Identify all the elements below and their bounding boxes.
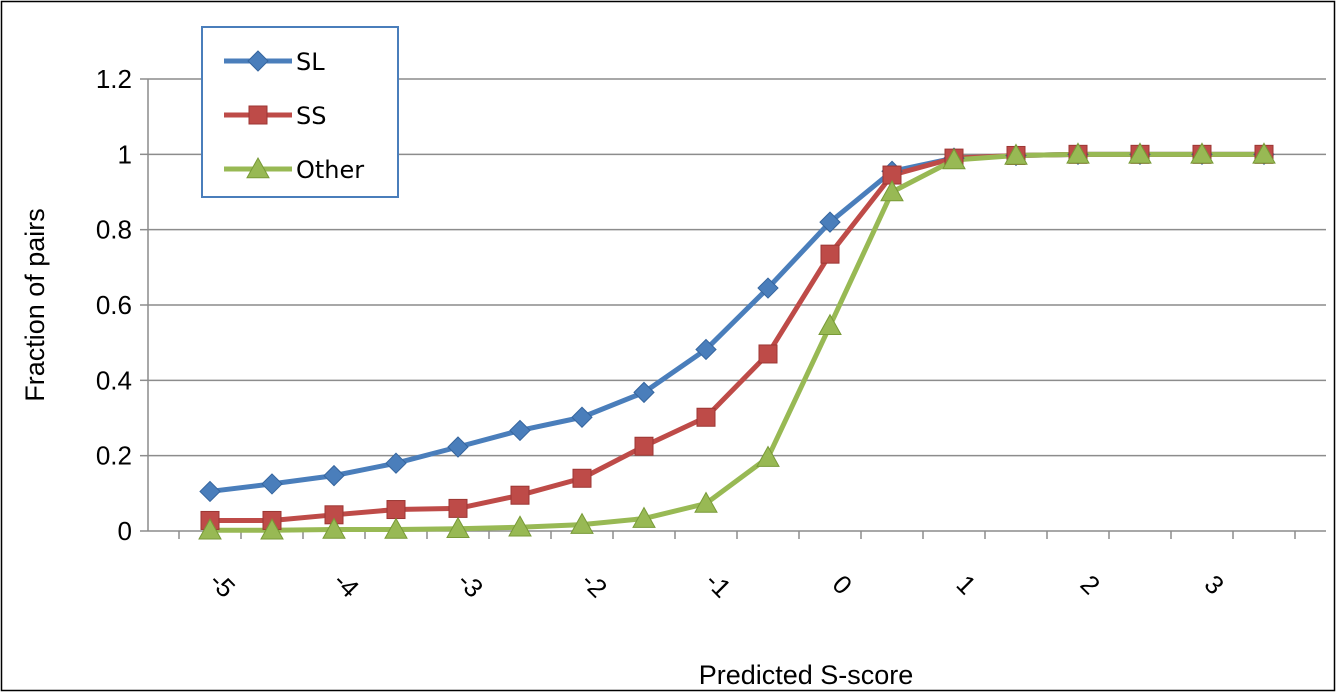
data-point-square xyxy=(510,485,530,505)
legend-label: SL xyxy=(296,48,325,76)
data-point-triangle xyxy=(322,517,346,539)
data-point-diamond xyxy=(633,381,655,404)
data-point-triangle xyxy=(1128,142,1152,164)
legend-label: Other xyxy=(296,156,364,184)
data-point-diamond xyxy=(757,277,779,299)
data-point-triangle xyxy=(570,512,594,534)
data-point-square xyxy=(448,498,468,518)
data-point-diamond xyxy=(819,211,841,233)
data-point-triangle xyxy=(880,179,904,202)
data-point-triangle xyxy=(1252,142,1276,164)
data-point-square xyxy=(248,105,268,125)
x-axis-label: Predicted S-score xyxy=(699,660,914,690)
data-point-diamond xyxy=(695,338,717,361)
labels: Predicted S-score Fraction of pairs xyxy=(20,208,913,690)
y-tick-label: 0.8 xyxy=(96,215,132,245)
y-tick-label: 1.2 xyxy=(96,64,132,94)
data-point-diamond xyxy=(323,464,345,487)
data-point-diamond xyxy=(509,419,531,442)
data-point-diamond xyxy=(447,436,469,458)
data-point-square xyxy=(696,407,716,427)
data-point-triangle xyxy=(198,518,222,540)
legend: SL SS Other xyxy=(201,26,399,198)
data-point-triangle xyxy=(1066,142,1090,164)
y-tick-label: 0.2 xyxy=(96,441,132,471)
data-point-diamond xyxy=(261,473,283,495)
data-point-triangle xyxy=(508,515,532,537)
data-point-triangle xyxy=(260,518,284,540)
y-tick-label: 0.6 xyxy=(96,290,132,320)
data-point-diamond xyxy=(385,452,407,474)
data-point-triangle xyxy=(384,517,408,539)
series xyxy=(198,142,1276,540)
data-point-triangle xyxy=(246,156,270,179)
data-point-square xyxy=(634,436,654,456)
y-tick-label: 1 xyxy=(118,139,132,169)
data-point-triangle xyxy=(756,445,780,467)
y-tick-label: 0 xyxy=(118,516,132,546)
data-point-square xyxy=(820,244,840,264)
data-point-diamond xyxy=(571,406,593,428)
data-point-triangle xyxy=(942,147,966,170)
data-point-square xyxy=(386,500,406,520)
y-axis-label: Fraction of pairs xyxy=(20,208,50,402)
data-point-diamond xyxy=(199,480,221,503)
y-tick-label: 0.4 xyxy=(96,365,132,395)
data-point-square xyxy=(572,468,592,488)
data-point-triangle xyxy=(632,506,656,528)
data-point-triangle xyxy=(818,313,842,336)
data-point-triangle xyxy=(1004,143,1028,165)
data-point-triangle xyxy=(446,516,470,539)
data-point-diamond xyxy=(247,50,269,72)
legend-label: SS xyxy=(296,102,326,130)
data-point-square xyxy=(758,344,778,364)
data-point-triangle xyxy=(694,491,718,513)
data-point-triangle xyxy=(1190,142,1214,164)
